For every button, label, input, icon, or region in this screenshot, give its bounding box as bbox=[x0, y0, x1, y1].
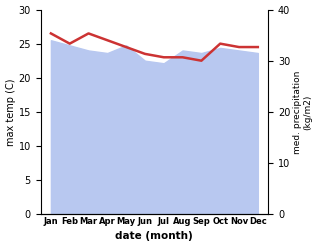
Y-axis label: med. precipitation
(kg/m2): med. precipitation (kg/m2) bbox=[293, 70, 313, 154]
Y-axis label: max temp (C): max temp (C) bbox=[5, 78, 16, 145]
X-axis label: date (month): date (month) bbox=[115, 231, 193, 242]
